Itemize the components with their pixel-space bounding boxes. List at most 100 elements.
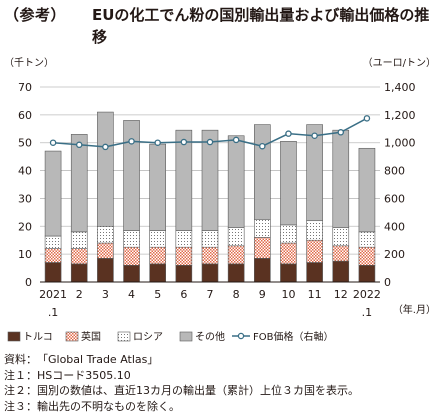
bar-other [44, 150, 62, 237]
y-tick-label: 10 [18, 248, 32, 261]
x-tick-label: 4 [128, 288, 135, 301]
x-tick-label: 5 [154, 288, 161, 301]
bar-russia [227, 227, 245, 247]
fob-price-point [75, 141, 83, 149]
bar-other [358, 147, 376, 233]
note-text: 輸出先の不明なものを除く。 [37, 399, 180, 413]
fob-price-point [232, 136, 240, 144]
note-1: 注１：HSコード3505.10 [4, 368, 359, 384]
bar-turkey [358, 264, 376, 283]
legend-line-marker [237, 332, 245, 340]
x-tick-label: 12 [334, 288, 348, 301]
legend-swatch [7, 331, 21, 342]
y-tick-label: 20 [18, 220, 32, 233]
bar-other [280, 141, 297, 226]
x-tick-label: 9 [259, 288, 266, 301]
bar-other [227, 135, 245, 228]
legend-label: 英国 [81, 330, 101, 343]
x-tick-label: 11 [308, 288, 322, 301]
note-source: 資料：「Global Trade Atlas」 [4, 352, 359, 368]
legend-label: ロシア [133, 332, 163, 343]
x-tick-label: 8 [233, 288, 240, 301]
bar-russia [306, 220, 323, 241]
legend-swatch [179, 331, 193, 342]
bar-turkey [227, 263, 245, 283]
y2-tick-label: 400 [384, 220, 405, 233]
bar-turkey [123, 264, 140, 283]
y-tick-label: 50 [18, 137, 32, 150]
bar-turkey [280, 263, 297, 283]
left-axis-unit: （千トン） [4, 57, 54, 69]
bar-turkey [306, 262, 323, 283]
bar-other [201, 129, 219, 231]
bar-other [332, 129, 350, 228]
bar-uk [70, 248, 88, 265]
legend-swatch [117, 331, 131, 342]
y-tick-label: 0 [25, 276, 32, 289]
bar-other [175, 129, 193, 231]
chart: 0 10 20 30 40 50 60 70 0 200 400 600 800 1,000 1,200 1,… [4, 57, 436, 343]
chart-title: EUの化工でん粉の国別輸出量および輸出価格の推移 [92, 6, 430, 46]
fob-price-point [285, 130, 292, 137]
x-tick-sublabel: .1 [362, 306, 373, 319]
title-tag: （参考） [4, 6, 67, 24]
bars-layer [44, 111, 376, 283]
bar-russia [97, 225, 114, 244]
legend: トルコ 英国 ロシア その他 FOB価格（右軸） [7, 330, 333, 343]
note-label: 資料： [4, 353, 37, 366]
fob-price-point [128, 138, 135, 145]
bar-uk [227, 245, 245, 265]
bar-other [97, 111, 114, 227]
bar-russia [280, 224, 297, 244]
bar-other [123, 120, 140, 231]
bar-uk [97, 242, 114, 259]
y-tick-label: 30 [18, 192, 32, 205]
x-tick-label: 2021 [39, 288, 67, 301]
x-tick-label: 10 [281, 288, 295, 301]
bar-turkey [332, 260, 350, 283]
bar-turkey [70, 263, 88, 283]
y-tick-label: 70 [18, 81, 32, 94]
y2-tick-label: 800 [384, 165, 405, 178]
bar-other [306, 124, 323, 222]
fob-price-point [49, 139, 57, 146]
bar-other [70, 134, 88, 233]
notes: 資料：「Global Trade Atlas」 注１：HSコード3505.10 … [4, 352, 359, 414]
legend-label: FOB価格（右軸） [253, 330, 333, 343]
bar-russia [44, 235, 62, 249]
axes-layer: 0 10 20 30 40 50 60 70 0 200 400 600 800 1,000 1,200 1,… [4, 57, 436, 319]
x-tick-label: 3 [102, 288, 109, 301]
note-text: 国別の数値は、直近13カ月の輸出量（累計）上位３カ国を表示。 [37, 384, 359, 397]
bar-russia [175, 230, 193, 248]
y2-tick-label: 200 [384, 248, 405, 261]
bar-uk [306, 239, 323, 263]
x-tick-label: 7 [207, 288, 214, 301]
bar-uk [175, 246, 193, 266]
bar-uk [280, 242, 297, 265]
y2-tick-label: 1,000 [384, 137, 416, 150]
bar-russia [358, 231, 376, 248]
note-label: 注１： [4, 368, 37, 382]
right-axis-unit: （ユーロ/トン） [363, 57, 436, 69]
bar-uk [123, 246, 140, 266]
bar-turkey [44, 262, 62, 283]
note-label: 注２： [4, 384, 37, 397]
bar-russia [201, 230, 219, 248]
bar-russia [149, 230, 166, 248]
fob-price-point [180, 138, 188, 146]
y-tick-label: 40 [18, 165, 32, 178]
bar-turkey [175, 264, 193, 283]
bar-uk [149, 246, 166, 265]
note-3: 注３：輸出先の不明なものを除く。 [4, 399, 359, 415]
bar-uk [201, 246, 219, 265]
bar-russia [332, 227, 350, 247]
fob-price-point [206, 138, 214, 146]
note-2: 注２：国別の数値は、直近13カ月の輸出量（累計）上位３カ国を表示。 [4, 383, 359, 399]
fob-price-point [337, 129, 345, 136]
bar-other [254, 124, 271, 220]
bar-turkey [97, 258, 114, 283]
bar-turkey [149, 263, 166, 283]
y2-tick-label: 1,400 [384, 81, 416, 94]
y2-tick-label: 0 [384, 276, 391, 289]
x-tick-label: 6 [180, 288, 187, 301]
